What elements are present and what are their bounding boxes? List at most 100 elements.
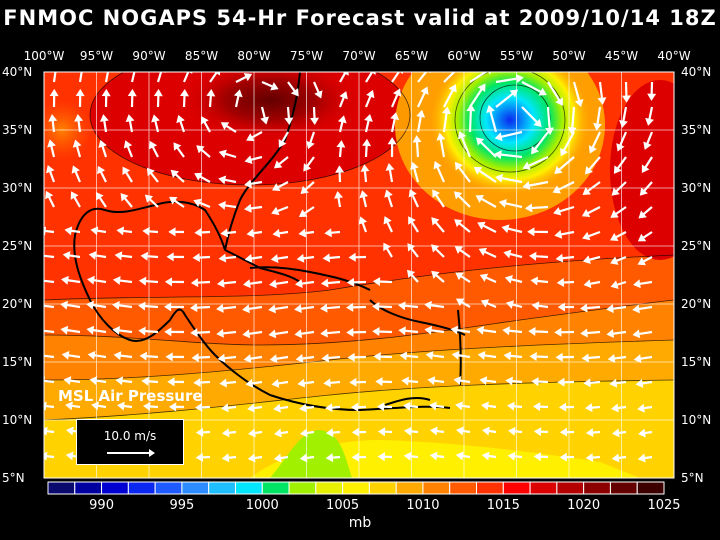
wind-vector [482, 224, 497, 233]
wind-vector [274, 305, 289, 311]
longitude-label: 100°W [23, 49, 65, 63]
wind-vector-head [294, 304, 302, 314]
wind-vector-head [37, 278, 41, 283]
wind-vector-head [436, 132, 446, 141]
wind-vector [250, 255, 263, 260]
wind-vector-head [371, 302, 380, 312]
wind-vector-head [412, 135, 422, 143]
wind-vector-head [246, 228, 255, 238]
wind-vector [48, 170, 56, 183]
wind-vector [222, 305, 237, 310]
wind-vector [638, 280, 653, 286]
wind-vector [507, 227, 523, 234]
wind-vector [443, 72, 456, 83]
wind-vector-head [190, 328, 198, 338]
wind-vector [250, 131, 263, 139]
latitude-label: 35°N [2, 123, 33, 137]
wind-vector [478, 169, 497, 183]
wind-vector [73, 196, 81, 208]
wind-vector [408, 405, 419, 409]
wind-vector [612, 330, 627, 335]
wind-vector [44, 229, 55, 234]
wind-vector [613, 355, 627, 360]
wind-vector [312, 106, 316, 120]
wind-vector-head [243, 354, 252, 364]
wind-vector [469, 88, 483, 108]
wind-vector [417, 91, 426, 108]
wind-vector [558, 156, 575, 171]
map-title: FNMOC NOGAPS 54-Hr Forecast valid at 200… [3, 6, 717, 30]
wind-vector [304, 230, 315, 235]
wind-vector [196, 280, 211, 284]
wind-vector-head [97, 165, 106, 175]
wind-vector-head [424, 300, 432, 310]
wind-vector-head [195, 452, 204, 462]
wind-vector-head [431, 217, 440, 226]
latitude-label: 30°N [2, 181, 33, 195]
wind-vector [329, 380, 341, 385]
wind-vector [226, 230, 237, 235]
wind-vector-head [637, 257, 647, 266]
wind-vector-head [372, 327, 380, 337]
longitude-label: 95°W [79, 49, 114, 63]
wind-vector [44, 379, 55, 384]
wind-vector-head [377, 427, 386, 437]
wind-vector-head [269, 279, 277, 289]
wind-vector-head [641, 164, 650, 174]
wind-vector-head [351, 427, 360, 437]
colorbar-swatch [127, 481, 156, 495]
wind-vector-head [429, 72, 431, 74]
wind-vector [487, 429, 497, 434]
wind-vector-head [475, 137, 485, 146]
wind-vector-head [348, 252, 356, 262]
wind-vector-head [504, 274, 513, 284]
wind-vector [527, 155, 549, 168]
wind-vector-head [274, 428, 282, 438]
wind-vector [252, 230, 263, 235]
wind-vector [535, 355, 549, 359]
wind-vector [416, 115, 422, 133]
wind-vector-head [531, 145, 539, 155]
wind-vector-head [142, 226, 150, 236]
wind-vector-head [70, 191, 79, 200]
wind-vector [45, 454, 55, 459]
wind-vector-head [610, 256, 619, 265]
wind-vector [598, 81, 604, 99]
wind-vector [643, 455, 653, 460]
wind-vector-head [36, 328, 40, 333]
wind-vector-head [218, 149, 227, 159]
wind-vector [433, 379, 445, 384]
wind-vector [120, 254, 133, 259]
vector-reference-arrow-icon [107, 449, 155, 457]
wind-vector [557, 181, 575, 191]
wind-vector-head [554, 327, 562, 337]
wind-vector [144, 304, 159, 309]
wind-vector-head [350, 402, 359, 412]
wind-vector-head [494, 132, 503, 142]
wind-vector-head [164, 327, 172, 337]
wind-vector [588, 255, 601, 262]
wind-vector [483, 250, 497, 258]
wind-vector-head [163, 302, 172, 312]
wind-vector [224, 152, 237, 159]
colorbar-label: 990 [89, 498, 114, 513]
wind-vector-head [645, 117, 654, 126]
wind-vector [235, 75, 248, 83]
wind-vector [276, 181, 289, 189]
wind-vector-head [582, 231, 591, 241]
wind-vector-head [533, 427, 542, 437]
wind-vector-head [401, 376, 409, 386]
wind-vector-head [424, 325, 433, 335]
wind-vector [410, 273, 419, 283]
wind-vector-head [194, 172, 203, 181]
wind-vector [339, 72, 347, 83]
wind-vector-head [334, 190, 343, 199]
wind-vector-head [243, 279, 251, 289]
wind-vector [435, 454, 445, 459]
colorbar-swatch [476, 481, 504, 495]
wind-vector [642, 405, 653, 410]
wind-vector-head [455, 272, 464, 281]
wind-vector-head [632, 329, 641, 339]
wind-vector [513, 430, 523, 434]
wind-vector [44, 329, 55, 334]
